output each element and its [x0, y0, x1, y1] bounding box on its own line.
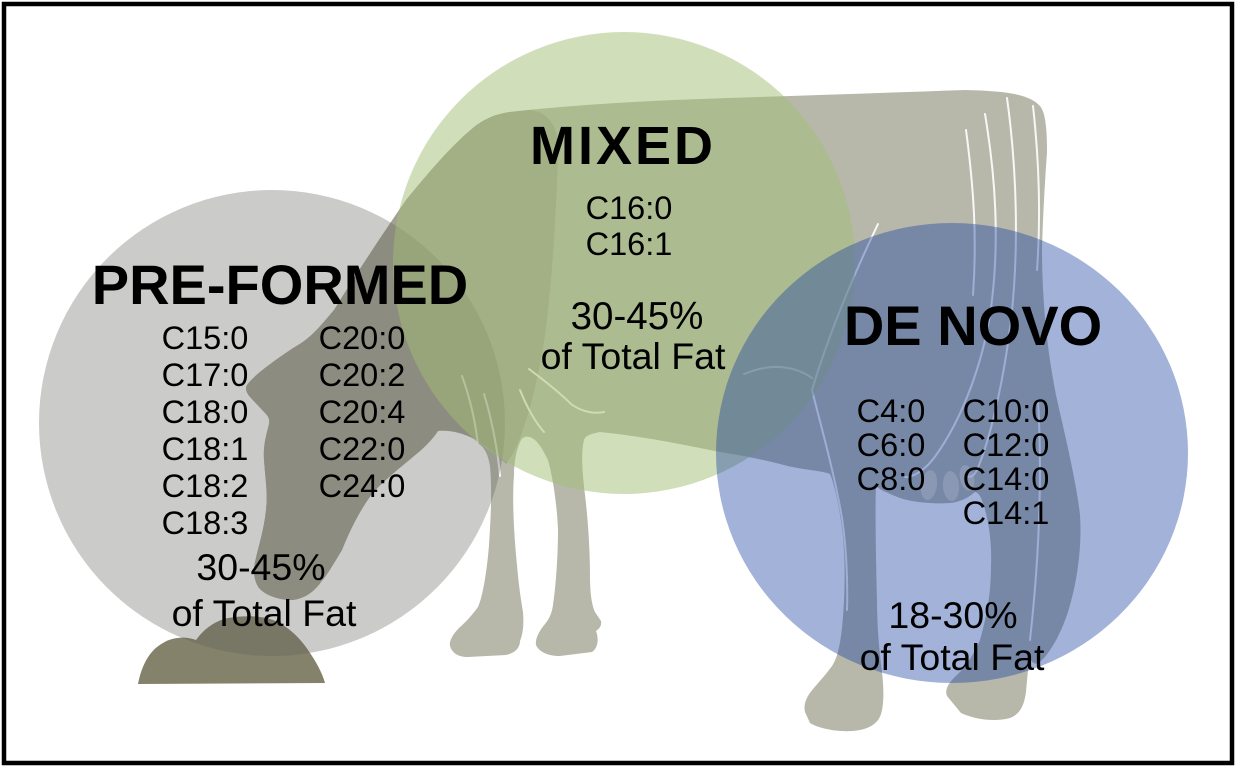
svg-text:C20:4: C20:4: [319, 394, 406, 430]
svg-text:of Total Fat: of Total Fat: [860, 636, 1045, 678]
svg-text:C12:0: C12:0: [963, 427, 1050, 463]
svg-text:C18:0: C18:0: [162, 394, 249, 430]
svg-text:30-45%: 30-45%: [196, 546, 325, 588]
svg-text:C10:0: C10:0: [963, 393, 1050, 429]
svg-text:C16:1: C16:1: [586, 226, 673, 262]
svg-text:MIXED: MIXED: [530, 116, 716, 176]
svg-text:C14:1: C14:1: [963, 495, 1050, 531]
svg-text:30-45%: 30-45%: [571, 295, 704, 338]
svg-text:C18:3: C18:3: [162, 505, 249, 541]
svg-text:C8:0: C8:0: [857, 461, 926, 497]
svg-text:C16:0: C16:0: [586, 190, 673, 226]
svg-text:C4:0: C4:0: [857, 393, 926, 429]
svg-text:PRE-FORMED: PRE-FORMED: [92, 253, 468, 316]
svg-text:C6:0: C6:0: [857, 427, 926, 463]
svg-text:C20:0: C20:0: [319, 320, 406, 356]
svg-text:of Total Fat: of Total Fat: [172, 592, 357, 634]
svg-text:C24:0: C24:0: [319, 468, 406, 504]
svg-text:C20:2: C20:2: [319, 357, 406, 393]
svg-text:C17:0: C17:0: [162, 357, 249, 393]
svg-text:C14:0: C14:0: [963, 461, 1050, 497]
svg-text:DE NOVO: DE NOVO: [844, 294, 1102, 357]
svg-text:C18:1: C18:1: [162, 431, 249, 467]
svg-text:C15:0: C15:0: [162, 320, 249, 356]
svg-text:C18:2: C18:2: [162, 468, 249, 504]
svg-text:of Total Fat: of Total Fat: [541, 335, 726, 377]
svg-text:C22:0: C22:0: [319, 431, 406, 467]
svg-text:18-30%: 18-30%: [888, 594, 1017, 636]
